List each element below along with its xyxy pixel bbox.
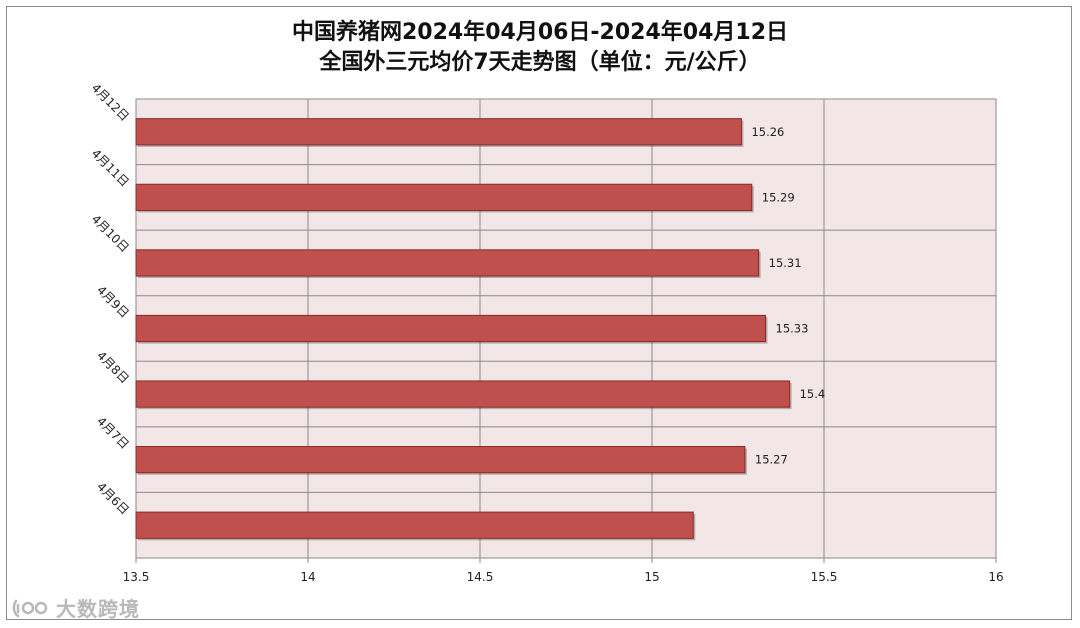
category-label: 4月8日 xyxy=(94,349,132,387)
category-label: 4月10日 xyxy=(89,212,132,255)
x-tick-label: 15.5 xyxy=(811,570,838,584)
x-tick-label: 14.5 xyxy=(467,570,494,584)
bar xyxy=(135,446,746,474)
x-tick-label: 13.5 xyxy=(123,570,150,584)
chart-title-line1: 中国养猪网2024年04月06日-2024年04月12日 xyxy=(291,20,789,45)
x-tick-label: 16 xyxy=(988,570,1003,584)
watermark: 大数跨境 xyxy=(12,593,140,622)
watermark-logo-icon xyxy=(12,597,50,619)
bar xyxy=(135,118,742,146)
bar xyxy=(135,314,767,343)
data-label: 15.33 xyxy=(776,322,809,336)
bar xyxy=(135,249,760,277)
x-tick-label: 15 xyxy=(644,570,659,584)
data-label: 15.27 xyxy=(755,453,788,467)
data-label: 15.31 xyxy=(769,256,802,270)
data-label: 15.29 xyxy=(762,190,795,204)
x-tick-label: 14 xyxy=(300,570,315,584)
bar xyxy=(135,183,753,211)
chart-title-line2: 全国外三元均价7天走势图（单位：元/公斤） xyxy=(319,50,761,75)
data-label: 15.26 xyxy=(751,125,784,139)
category-label: 4月6日 xyxy=(94,480,132,518)
bar xyxy=(135,380,791,408)
category-label: 4月7日 xyxy=(94,414,132,452)
data-label: 15.4 xyxy=(800,387,826,401)
category-label: 4月11日 xyxy=(89,146,132,189)
bar xyxy=(135,511,694,539)
category-label: 4月12日 xyxy=(89,81,132,124)
watermark-text: 大数跨境 xyxy=(56,597,140,621)
category-label: 4月9日 xyxy=(94,283,132,321)
